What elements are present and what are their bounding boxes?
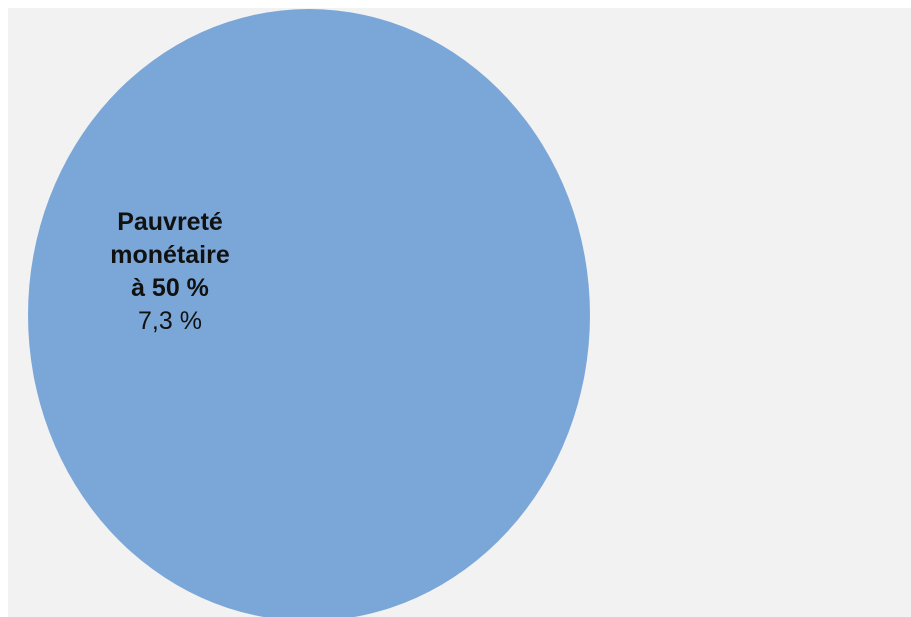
set-name-line-1: Pauvreté	[117, 208, 223, 236]
set-name-line-2: monétaire	[110, 241, 230, 269]
poverty-set-label: Pauvreté monétaire à 50 % 7,3 %	[88, 206, 252, 338]
set-name-line-3: à 50 %	[131, 274, 209, 302]
diagram-canvas: Pauvreté monétaire à 50 % 7,3 %	[8, 8, 911, 617]
poverty-set-circle	[28, 9, 590, 617]
venn-diagram	[28, 9, 590, 617]
set-value: 7,3 %	[138, 307, 202, 335]
